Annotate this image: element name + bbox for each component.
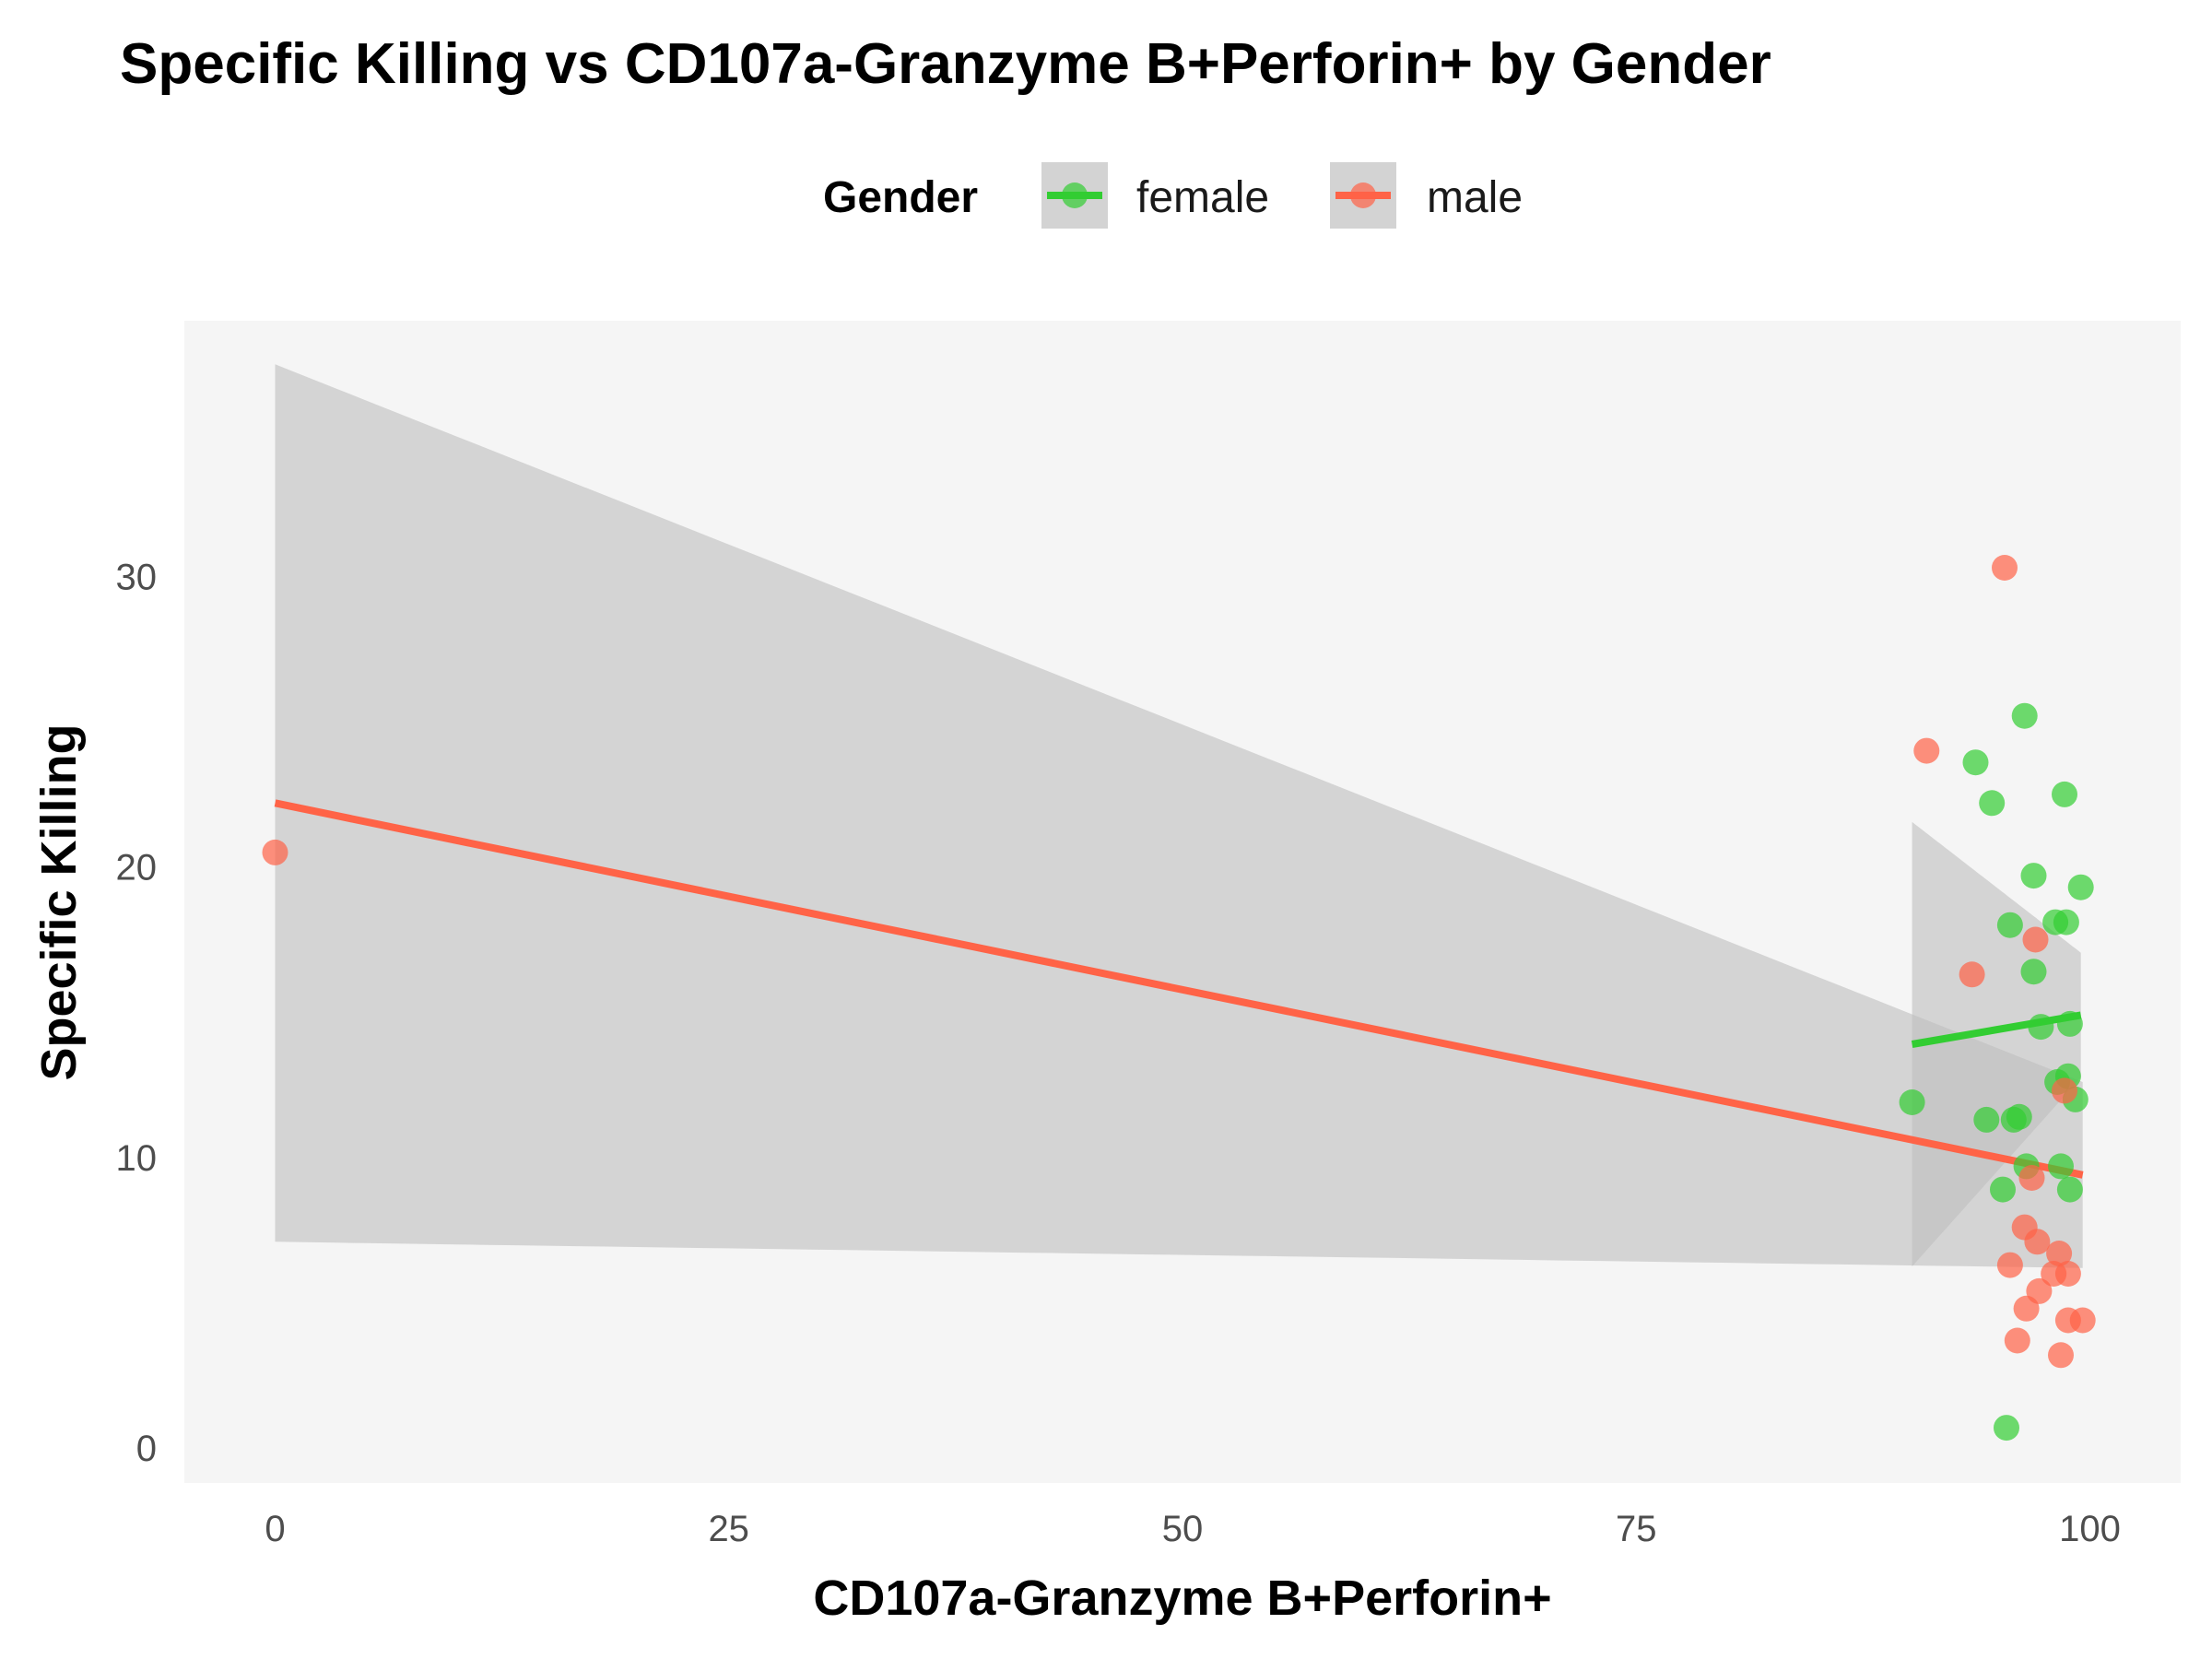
fit-line-female <box>1911 1011 2082 1048</box>
data-point-female <box>2053 909 2079 935</box>
legend-item-male: male <box>1330 162 1523 229</box>
data-point-male <box>262 839 288 865</box>
data-point-female <box>2056 1176 2083 1203</box>
data-point-male <box>2018 1165 2045 1191</box>
legend-item-female: female <box>1041 162 1269 229</box>
data-point-female <box>1962 749 1989 776</box>
x-axis-title: CD107a-Granzyme B+Perforin+ <box>813 1571 1551 1626</box>
x-tick-label: 50 <box>1162 1509 1204 1549</box>
data-point-female <box>2048 1153 2074 1180</box>
data-point-male <box>2054 1261 2081 1287</box>
data-point-female <box>2020 959 2047 985</box>
data-point-female <box>1996 912 2023 938</box>
y-tick-label: 20 <box>116 848 158 888</box>
confidence-band-male <box>275 364 2083 1268</box>
data-point-female <box>2067 874 2094 900</box>
data-point-male <box>1992 555 2018 581</box>
data-point-male <box>2046 1241 2073 1266</box>
data-point-male <box>2022 926 2049 953</box>
data-point-male <box>2069 1307 2096 1334</box>
y-tick-label: 30 <box>116 557 158 597</box>
legend-label-female: female <box>1136 173 1269 222</box>
data-point-female <box>2020 863 2047 889</box>
y-axis-ticks: 0 10 20 30 <box>116 557 158 1469</box>
data-point-male <box>1959 961 1985 988</box>
data-point-male <box>1996 1252 2023 1278</box>
data-point-female <box>1973 1106 2000 1133</box>
data-point-male <box>2026 1277 2053 1304</box>
y-tick-label: 10 <box>116 1138 158 1179</box>
data-point-male <box>1913 737 1940 764</box>
data-point-female <box>1979 790 2006 817</box>
chart-title: Specific Killing vs CD107a-Granzyme B+Pe… <box>120 32 1771 96</box>
data-point-female <box>2052 781 2077 807</box>
data-point-female <box>2006 1103 2032 1130</box>
x-axis-ticks: 0 25 50 75 100 <box>265 1509 2121 1549</box>
x-tick-label: 25 <box>708 1509 749 1549</box>
data-point-male <box>2048 1342 2074 1369</box>
x-tick-label: 0 <box>265 1509 285 1549</box>
legend-marker-male <box>1350 182 1376 208</box>
y-axis-title: Specific Killing <box>31 724 87 1080</box>
legend-marker-female <box>1062 182 1088 208</box>
legend: Gender female male <box>823 162 1523 229</box>
data-point-male <box>2024 1229 2051 1255</box>
y-tick-label: 0 <box>136 1429 157 1469</box>
x-tick-label: 75 <box>1616 1509 1657 1549</box>
fit-lines <box>274 799 2084 1179</box>
x-tick-label: 100 <box>2059 1509 2121 1549</box>
data-point-female <box>1899 1089 1925 1115</box>
data-point-male <box>2004 1327 2030 1354</box>
data-point-female <box>2011 702 2038 729</box>
data-point-female <box>1994 1415 2019 1441</box>
data-point-female <box>2056 1010 2083 1037</box>
data-point-female <box>1990 1176 2016 1203</box>
legend-label-male: male <box>1427 173 1523 222</box>
data-point-female <box>2028 1014 2054 1041</box>
legend-title: Gender <box>823 173 978 222</box>
fit-line-male <box>274 799 2084 1179</box>
data-points <box>262 555 2096 1441</box>
data-point-male <box>2052 1077 2077 1104</box>
